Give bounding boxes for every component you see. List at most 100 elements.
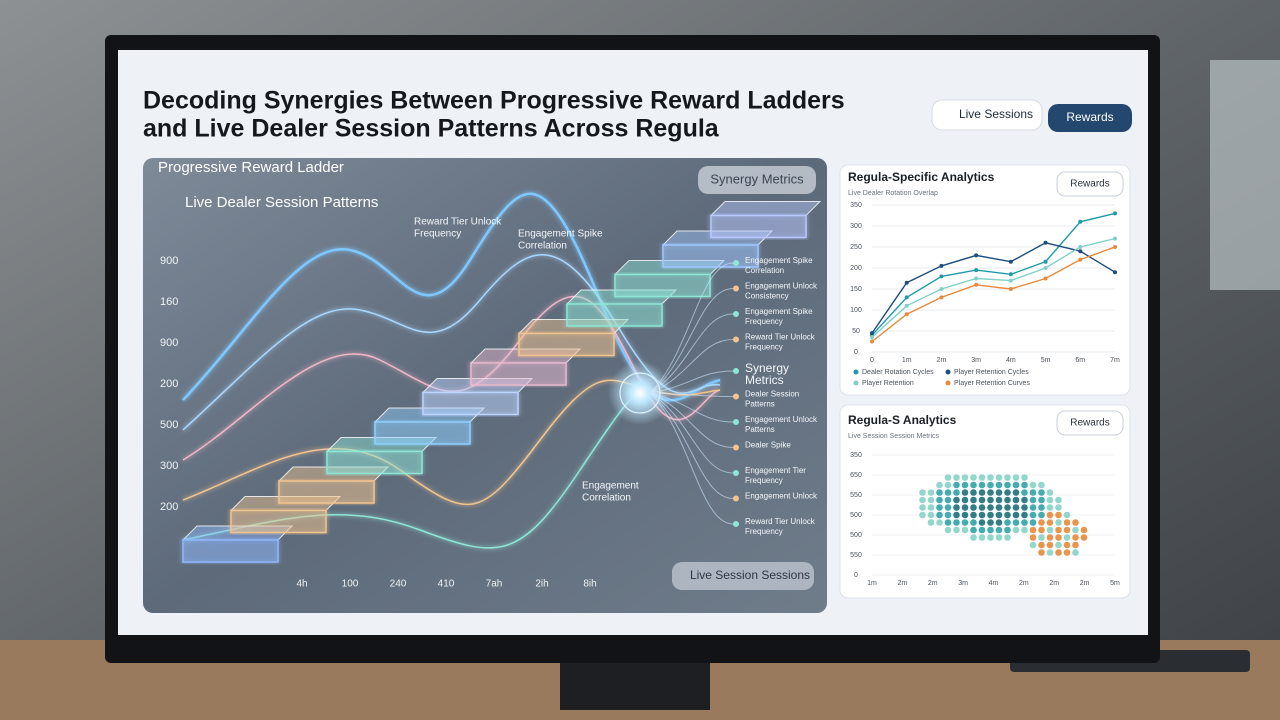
heat-dot bbox=[995, 534, 1003, 541]
legend-swatch bbox=[853, 380, 859, 386]
button-label: Live Sessions bbox=[959, 107, 1033, 121]
heat-dot bbox=[1055, 519, 1062, 526]
annotation: Engagement bbox=[582, 481, 639, 492]
heat-dot bbox=[1029, 534, 1037, 541]
y-label: 900 bbox=[160, 337, 178, 349]
heat-dot bbox=[919, 489, 926, 496]
side-dot bbox=[733, 260, 739, 266]
x-label: 410 bbox=[438, 579, 455, 590]
side-dot bbox=[733, 495, 739, 502]
heat-dot bbox=[1021, 496, 1028, 504]
heat-dot bbox=[953, 526, 960, 534]
side-label: Patterns bbox=[745, 425, 775, 434]
x-tick-label: 4m bbox=[989, 580, 999, 587]
heat-dot bbox=[1004, 511, 1011, 519]
analytics-panel bbox=[839, 164, 1131, 396]
heat-dot bbox=[953, 511, 960, 519]
x-label: 8ih bbox=[583, 579, 596, 590]
y-tick-label: 650 bbox=[850, 472, 862, 479]
y-tick-label: 300 bbox=[850, 223, 862, 230]
button-label: Rewards bbox=[1066, 110, 1113, 124]
series-point bbox=[1078, 257, 1083, 262]
y-tick-label: 350 bbox=[850, 452, 862, 459]
heat-dot bbox=[936, 496, 943, 504]
connector bbox=[649, 313, 734, 394]
heat-dot bbox=[944, 519, 952, 526]
footer-button[interactable] bbox=[672, 562, 814, 590]
series-point bbox=[1043, 276, 1048, 281]
heat-dot bbox=[1038, 489, 1045, 496]
side-label: Engagement Tier bbox=[745, 466, 806, 475]
heat-dot bbox=[944, 511, 952, 519]
series-point bbox=[904, 295, 909, 300]
series-point bbox=[870, 339, 874, 344]
series-point bbox=[939, 295, 944, 300]
y-tick-label: 50 bbox=[852, 328, 860, 335]
heat-dot bbox=[970, 504, 977, 511]
x-tick-label: 5m bbox=[1110, 580, 1120, 587]
heat-dot bbox=[1046, 496, 1054, 504]
heat-dot bbox=[978, 534, 986, 541]
live-sessions-button[interactable] bbox=[931, 99, 1043, 131]
series-point bbox=[870, 331, 874, 336]
heat-dot bbox=[1055, 541, 1062, 549]
heatmap-button[interactable] bbox=[1056, 410, 1124, 436]
y-tick-label: 150 bbox=[850, 286, 862, 293]
heat-dot bbox=[1038, 504, 1045, 511]
y-label: 200 bbox=[160, 378, 178, 390]
heat-dot bbox=[1046, 526, 1054, 534]
heat-dot bbox=[1029, 519, 1037, 526]
heat-dot bbox=[1055, 549, 1062, 556]
side-dot bbox=[733, 521, 739, 527]
series-point bbox=[1113, 270, 1117, 275]
title-line: and Live Dealer Session Patterns Across … bbox=[143, 115, 720, 143]
series-point bbox=[1078, 219, 1083, 224]
synergy-badge[interactable] bbox=[698, 166, 816, 194]
heat-dot bbox=[1038, 526, 1045, 534]
x-tick-label: 0 bbox=[870, 357, 874, 364]
side-label: Consistency bbox=[745, 292, 789, 301]
rewards-button[interactable] bbox=[1048, 104, 1132, 132]
series-point bbox=[1113, 245, 1117, 249]
x-tick-label: 3m bbox=[958, 580, 968, 587]
stair-front bbox=[614, 273, 711, 298]
heat-dot bbox=[1004, 481, 1011, 489]
x-tick-label: 2m bbox=[1080, 580, 1090, 587]
heat-dot bbox=[936, 489, 943, 496]
connector bbox=[649, 392, 734, 499]
side-label: Engagement Spike bbox=[745, 307, 813, 316]
series-point bbox=[1008, 287, 1013, 291]
heat-dot bbox=[1021, 481, 1028, 489]
side-label: Correlation bbox=[745, 266, 784, 275]
annotation: Frequency bbox=[414, 229, 461, 240]
x-tick-label: 4m bbox=[1006, 357, 1016, 364]
heat-dot bbox=[1038, 549, 1045, 556]
stair-front bbox=[374, 421, 471, 445]
heat-dot bbox=[970, 481, 977, 489]
footer-label: Live Session Sessions bbox=[690, 568, 810, 582]
heat-dot bbox=[987, 504, 994, 511]
heat-dot bbox=[987, 496, 994, 504]
connector bbox=[649, 392, 734, 474]
heat-dot bbox=[1046, 534, 1054, 541]
heat-dot bbox=[1072, 541, 1079, 549]
heat-dot bbox=[1055, 526, 1062, 534]
analytics-button[interactable] bbox=[1056, 171, 1124, 197]
x-label: 100 bbox=[342, 579, 359, 590]
series-point bbox=[904, 303, 909, 308]
series-point bbox=[939, 263, 944, 268]
heat-dot bbox=[927, 504, 935, 511]
heat-dot bbox=[1012, 474, 1020, 481]
heat-dot bbox=[1029, 481, 1037, 489]
series-point bbox=[974, 253, 979, 258]
heat-dot bbox=[1004, 496, 1011, 504]
heat-dot bbox=[927, 511, 935, 519]
heat-dot bbox=[1004, 504, 1011, 511]
stairs bbox=[181, 201, 822, 563]
heat-dot bbox=[1012, 519, 1020, 526]
panel-title: Progressive Reward Ladder bbox=[158, 159, 344, 176]
legend-swatch bbox=[945, 369, 951, 375]
heat-dot bbox=[1012, 489, 1020, 496]
side-label: Patterns bbox=[745, 400, 775, 409]
